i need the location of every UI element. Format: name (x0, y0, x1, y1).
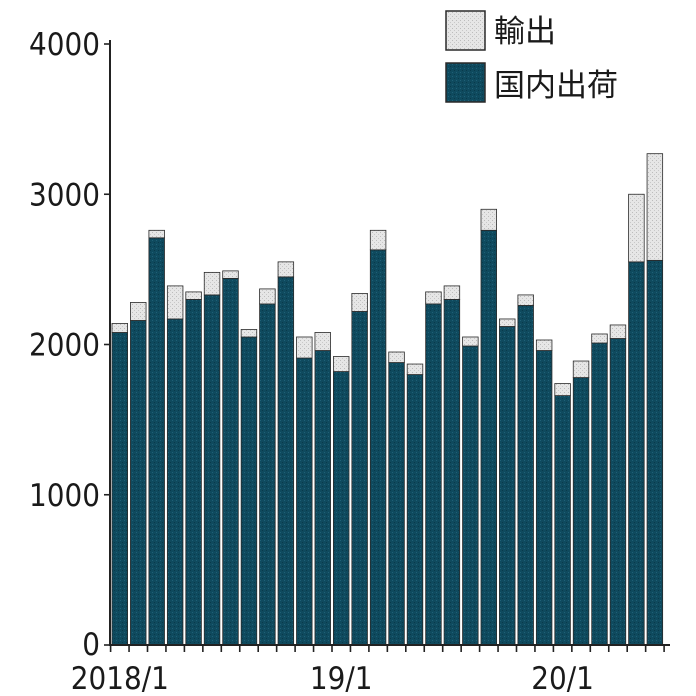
bar-export-segment (240, 329, 258, 338)
bars-group (111, 153, 664, 646)
bar-export-segment (166, 285, 184, 320)
bar-export-segment (332, 356, 350, 372)
bar-export-segment (443, 285, 461, 300)
bar-export-segment (296, 336, 313, 359)
bar-domestic-segment (388, 362, 405, 646)
bar-export-segment (554, 383, 571, 396)
y-tick-label: 1000 (29, 478, 100, 514)
bar-domestic-segment (259, 303, 276, 646)
bar-export-segment (406, 363, 424, 375)
bar-domestic-segment (277, 276, 295, 646)
bar-export-segment (425, 291, 442, 305)
bar-export-segment (351, 293, 368, 312)
legend-label-domestic: 国内出荷 (494, 68, 618, 104)
x-axis-ticks: 2018/1 19/1 20/1 (71, 645, 665, 696)
bar-export-segment (609, 324, 627, 339)
bar-domestic-segment (443, 299, 461, 646)
bar-domestic-segment (535, 350, 553, 646)
bar-domestic-segment (499, 326, 516, 646)
bar-export-segment (277, 261, 295, 278)
bar-domestic-segment (203, 294, 221, 646)
bar-export-segment (591, 333, 608, 344)
legend-swatch-export (445, 10, 486, 51)
bar-export-segment (111, 323, 129, 333)
bar-domestic-segment (351, 311, 368, 646)
bar-domestic-segment (591, 342, 608, 646)
bar-domestic-segment (332, 371, 350, 646)
y-tick-label: 2000 (29, 328, 100, 364)
bar-domestic-segment (240, 336, 258, 646)
bar-domestic-segment (130, 320, 147, 646)
bar-export-segment (203, 271, 221, 296)
bar-export-segment (499, 318, 516, 327)
x-tick-label: 19/1 (310, 661, 373, 696)
y-axis-ticks: 0 1000 2000 3000 4000 (29, 27, 110, 663)
legend-label-export: 輸出 (494, 14, 556, 50)
bar-domestic-segment (646, 259, 664, 646)
bar-export-segment (517, 294, 534, 306)
x-tick-label: 20/1 (531, 661, 594, 696)
bar-domestic-segment (517, 305, 534, 646)
bar-domestic-segment (185, 299, 202, 646)
bar-export-segment (314, 332, 331, 351)
bar-export-segment (185, 291, 202, 300)
bar-domestic-segment (462, 345, 479, 646)
y-tick-label: 4000 (29, 27, 100, 63)
legend: 輸出 国内出荷 (445, 10, 618, 104)
y-tick-label: 0 (82, 627, 100, 663)
legend-swatch-domestic (445, 62, 486, 103)
bar-domestic-segment (314, 350, 331, 646)
bar-export-segment (222, 270, 239, 279)
x-tick-label: 2018/1 (71, 661, 169, 696)
bar-export-segment (628, 193, 645, 263)
bar-domestic-segment (222, 277, 239, 646)
y-tick-label: 3000 (29, 177, 100, 213)
bar-domestic-segment (369, 249, 387, 646)
bar-domestic-segment (554, 395, 571, 646)
bar-export-segment (259, 288, 276, 305)
bar-export-segment (535, 339, 553, 351)
bar-export-segment (462, 336, 479, 347)
bar-domestic-segment (406, 374, 424, 646)
bar-export-segment (130, 302, 147, 321)
bar-domestic-segment (111, 332, 129, 646)
bar-domestic-segment (572, 377, 590, 646)
bar-domestic-segment (609, 338, 627, 646)
bar-export-segment (572, 360, 590, 378)
bar-domestic-segment (480, 229, 498, 646)
bar-export-segment (646, 153, 664, 261)
bar-export-segment (480, 208, 498, 231)
bar-export-segment (369, 229, 387, 251)
bar-domestic-segment (628, 261, 645, 646)
bar-domestic-segment (425, 303, 442, 646)
bar-export-segment (148, 229, 165, 239)
bar-domestic-segment (296, 357, 313, 646)
bar-domestic-segment (166, 318, 184, 646)
bar-domestic-segment (148, 237, 165, 646)
bar-export-segment (388, 351, 405, 363)
